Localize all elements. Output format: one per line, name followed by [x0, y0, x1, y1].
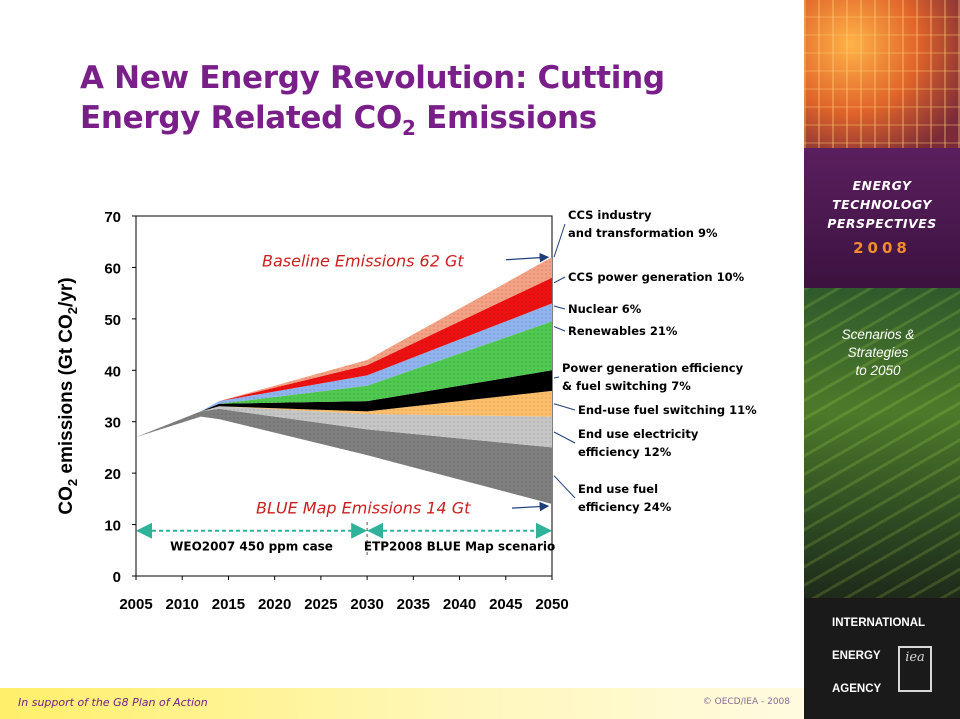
slide-title-line2: Energy Related CO2 Emissions	[80, 98, 780, 148]
x-tick-label: 2035	[397, 596, 430, 613]
y-tick-label: 50	[104, 312, 121, 329]
wedge-label-leader	[553, 223, 566, 258]
sidebar-bottom-band	[804, 598, 960, 719]
wedge-label-leader	[553, 403, 576, 411]
x-tick-label: 2015	[212, 596, 245, 613]
etp-heading: ENERGY TECHNOLOGY PERSPECTIVES	[804, 176, 960, 233]
wedge-texture-1	[136, 406, 552, 448]
title-subscript: 2	[402, 116, 416, 141]
iea-name-line2: ENERGY	[832, 650, 881, 662]
y-tick-label: 10	[104, 518, 121, 535]
x-tick-label: 2030	[350, 596, 383, 613]
title-text: Energy Related CO	[80, 100, 403, 136]
wedge-texture-3	[136, 370, 552, 438]
period-label-etp: ETP2008 BLUE Map scenario	[364, 539, 555, 553]
etp-line: PERSPECTIVES	[827, 216, 937, 231]
wedge-texture-6	[136, 277, 552, 438]
wedge-label-line1: Power generation efficiency	[562, 361, 744, 375]
sidebar-panel: ENERGY TECHNOLOGY PERSPECTIVES 2008 Scen…	[804, 0, 960, 719]
wedge-label-leader	[553, 326, 566, 332]
etp-line: TECHNOLOGY	[832, 197, 932, 212]
wedge-texture-2	[136, 390, 552, 438]
bluemap-annotation: BLUE Map Emissions 14 Gt	[256, 498, 471, 517]
footer-copyright: © OECD/IEA - 2008	[702, 697, 790, 707]
slide-title: A New Energy Revolution: Cutting Energy …	[80, 58, 780, 148]
wedge-label-leader	[553, 305, 566, 310]
x-tick-label: 2050	[535, 596, 568, 613]
x-tick-label: 2045	[489, 596, 522, 613]
iea-logo-icon: iea	[898, 646, 932, 692]
wedge-label-leader	[553, 475, 576, 499]
wedge-label-line2: and transformation 9%	[568, 226, 718, 240]
wedge-label-line1: End use fuel	[578, 482, 658, 496]
scenarios-text: Scenarios & Strategies to 2050	[804, 326, 952, 380]
wedge-label-line1: CCS industry	[568, 208, 652, 222]
wedge-label-leader	[553, 276, 566, 284]
x-tick-label: 2005	[119, 596, 152, 613]
wedge-label-line1: End-use fuel switching 11%	[578, 403, 757, 417]
wedge-label-leader	[553, 376, 560, 379]
y-tick-label: 30	[104, 415, 121, 432]
footer-g8-text: In support of the G8 Plan of Action	[18, 696, 208, 709]
wedge-label-line1: Renewables 21%	[568, 324, 678, 338]
scenarios-line: Scenarios &	[841, 327, 915, 342]
y-tick-label: 40	[104, 363, 121, 380]
wedge-label-line1: Nuclear 6%	[568, 302, 642, 316]
wedge-label-line1: End use electricity	[578, 427, 699, 441]
y-tick-label: 0	[113, 569, 121, 586]
etp-line: ENERGY	[852, 178, 912, 193]
wedge-label-line2: efficiency 12%	[578, 445, 672, 459]
x-tick-label: 2040	[443, 596, 476, 613]
scenarios-line: Strategies	[847, 345, 909, 360]
y-tick-label: 70	[104, 209, 121, 226]
bluemap-arrow	[511, 501, 550, 512]
wedge-label-line2: & fuel switching 7%	[562, 379, 691, 393]
iea-name-line3: AGENCY	[832, 683, 882, 695]
sidebar-green-band	[804, 288, 960, 598]
footer-bar: In support of the G8 Plan of Action © OE…	[0, 688, 804, 719]
wedge-label-leader	[553, 431, 576, 444]
title-text-end: Emissions	[415, 100, 597, 136]
wedge-label-line2: efficiency 24%	[578, 500, 672, 514]
slide-title-line1: A New Energy Revolution: Cutting	[80, 60, 665, 96]
wedge-texture-4	[136, 321, 552, 438]
etp-year: 2008	[853, 239, 911, 257]
y-axis-label: CO2 emissions (Gt CO2/yr)	[56, 277, 80, 514]
y-tick-label: 60	[104, 260, 121, 277]
wedge-texture-0	[136, 408, 552, 504]
baseline-annotation: Baseline Emissions 62 Gt	[262, 251, 464, 270]
wedge-label-line1: CCS power generation 10%	[568, 270, 745, 284]
x-tick-label: 2010	[166, 596, 199, 613]
x-tick-label: 2020	[258, 596, 291, 613]
x-tick-label: 2025	[304, 596, 337, 613]
iea-name-line1: INTERNATIONAL	[832, 617, 926, 629]
baseline-arrow	[505, 252, 550, 263]
y-tick-label: 20	[104, 466, 121, 483]
sidebar-purple-band	[804, 148, 960, 288]
scenarios-line: to 2050	[855, 363, 901, 378]
period-label-weo: WEO2007 450 ppm case	[170, 539, 333, 553]
circuit-board-image	[804, 0, 960, 148]
